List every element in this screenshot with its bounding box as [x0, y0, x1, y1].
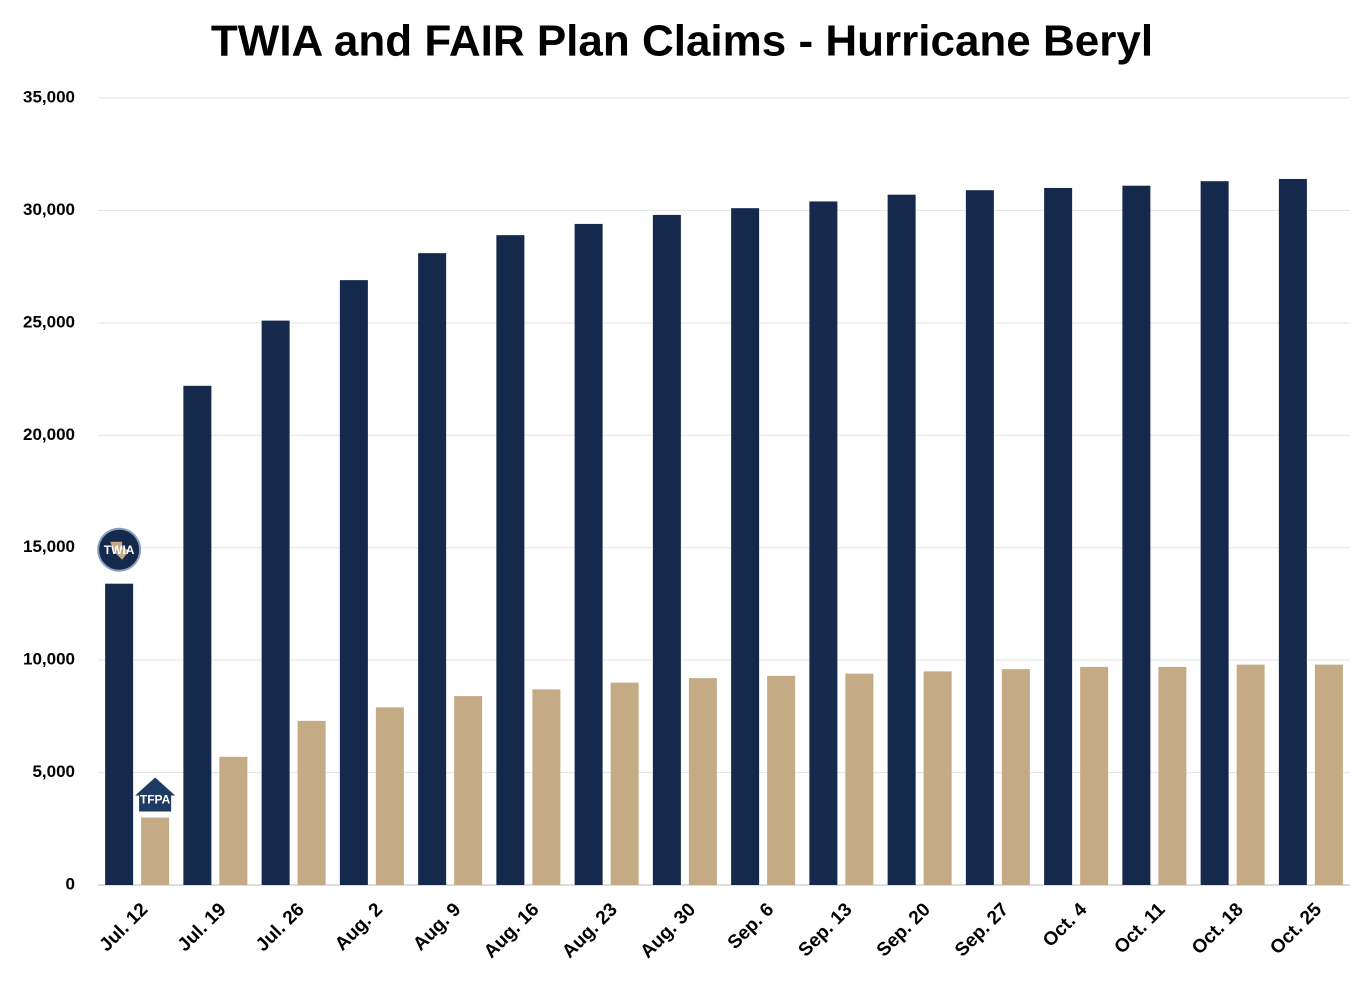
bar [1001, 669, 1030, 885]
y-tick-label: 30,000 [23, 200, 75, 219]
bar [809, 201, 838, 886]
bar [297, 720, 326, 885]
x-tick-label: Aug. 23 [558, 899, 621, 962]
y-tick-label: 5,000 [32, 762, 75, 781]
bar [141, 817, 170, 885]
bar [1200, 181, 1229, 885]
bar [965, 190, 994, 886]
x-tick-label: Aug. 30 [637, 899, 700, 962]
bar [496, 235, 525, 886]
x-tick-label: Aug. 2 [331, 899, 387, 955]
x-tick-label: Oct. 25 [1266, 899, 1326, 959]
bar [574, 223, 603, 886]
bar [105, 583, 134, 885]
logo-text: TFPA [140, 793, 171, 807]
y-tick-label: 20,000 [23, 425, 75, 444]
bar [532, 689, 561, 885]
bar [454, 696, 483, 885]
x-tick-label: Sep. 20 [873, 899, 935, 961]
bar [887, 194, 916, 885]
bar [1236, 664, 1265, 885]
y-tick-label: 25,000 [23, 312, 75, 331]
bar [767, 675, 796, 885]
chart-title: TWIA and FAIR Plan Claims - Hurricane Be… [211, 17, 1153, 66]
bar [845, 673, 874, 885]
bar [923, 671, 952, 885]
x-tick-label: Aug. 16 [480, 899, 543, 962]
logo-text: TWIA [104, 543, 135, 557]
bar [219, 756, 248, 885]
x-tick-label: Jul. 19 [174, 899, 231, 956]
y-tick-label: 35,000 [23, 87, 75, 106]
x-tick-label: Jul. 26 [252, 899, 309, 956]
logo-badge [135, 777, 176, 812]
bar [339, 280, 368, 885]
bar [1122, 185, 1151, 886]
bar [261, 320, 290, 885]
x-tick-label: Oct. 4 [1039, 899, 1091, 951]
y-tick-label: 0 [66, 874, 75, 893]
bar [375, 707, 404, 885]
y-tick-label: 15,000 [23, 537, 75, 556]
x-tick-label: Oct. 18 [1188, 899, 1248, 959]
bar [688, 678, 717, 885]
x-tick-label: Jul. 12 [96, 899, 153, 956]
bar [1080, 666, 1109, 885]
x-tick-label: Sep. 27 [951, 899, 1013, 961]
bar [731, 208, 760, 885]
bar [1158, 666, 1187, 885]
y-tick-label: 10,000 [23, 650, 75, 669]
bar [183, 385, 212, 885]
bar [1278, 178, 1307, 885]
x-tick-label: Aug. 9 [409, 899, 465, 955]
bar [418, 253, 447, 885]
bar [1044, 187, 1073, 885]
bar [652, 214, 681, 885]
logo-shape [110, 541, 130, 560]
bar [610, 682, 639, 885]
x-tick-label: Sep. 6 [724, 899, 778, 953]
x-tick-label: Oct. 11 [1111, 899, 1170, 958]
x-tick-label: Sep. 13 [795, 899, 857, 961]
bar [1314, 664, 1343, 885]
